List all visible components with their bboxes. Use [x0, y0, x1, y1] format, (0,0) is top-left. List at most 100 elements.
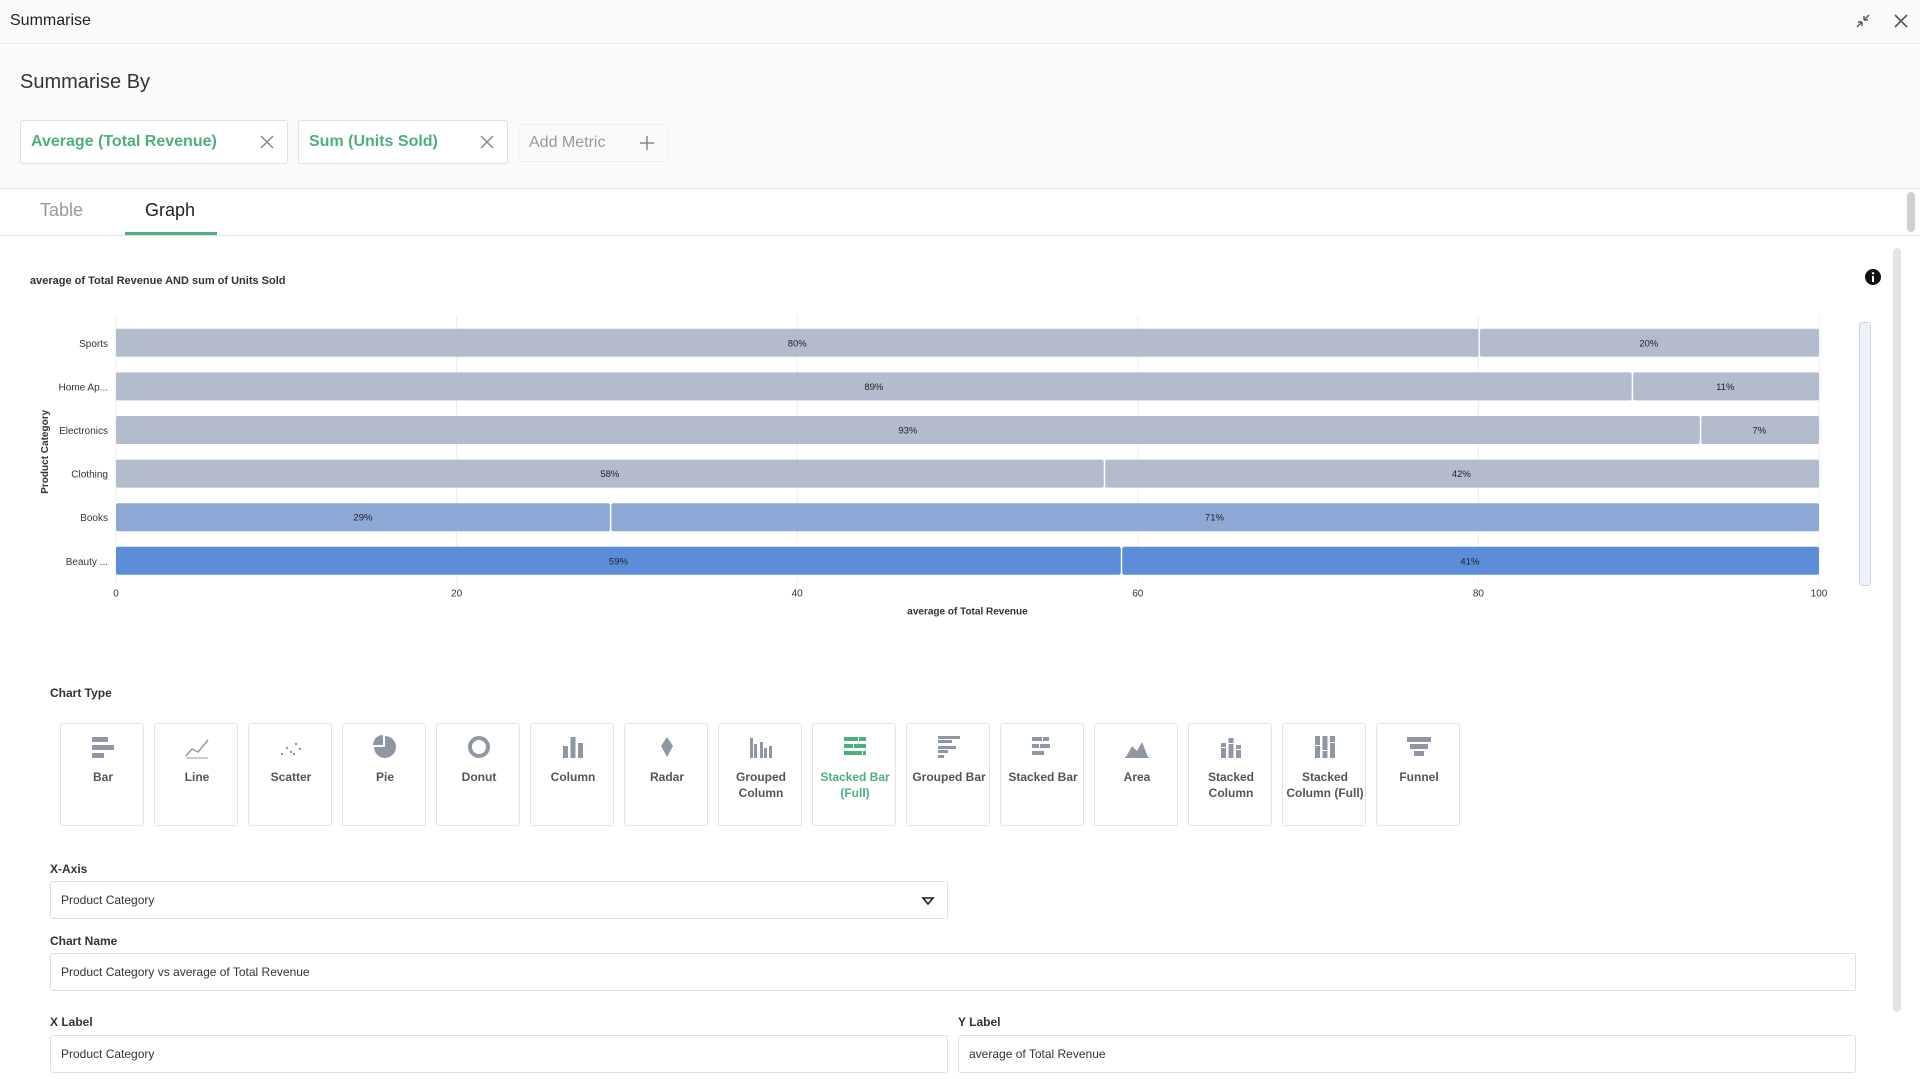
- collapse-icon[interactable]: [1852, 10, 1874, 32]
- info-icon[interactable]: [1864, 268, 1882, 286]
- chart-type-funnel[interactable]: Funnel: [1376, 723, 1460, 826]
- chart-type-radar[interactable]: Radar: [624, 723, 708, 826]
- bar-segment: [116, 459, 1104, 488]
- add-metric-label: Add Metric: [529, 134, 606, 151]
- y-tick-label: Electronics: [59, 426, 108, 437]
- content-scrollbar[interactable]: [1893, 248, 1901, 1012]
- chart-type-label: Radar: [649, 770, 684, 784]
- data-label: 42%: [1452, 469, 1472, 480]
- y-tick-label: Clothing: [71, 470, 108, 481]
- chart-type-stacked-column-full[interactable]: Stacked Column (Full): [1282, 723, 1366, 826]
- data-label: 71%: [1205, 513, 1225, 524]
- scatter-chart-icon: [278, 734, 304, 760]
- chart-type-stacked-bar-full[interactable]: Stacked Bar (Full): [812, 723, 896, 826]
- y-label-input[interactable]: average of Total Revenue: [958, 1035, 1856, 1073]
- tab-table[interactable]: Table: [40, 200, 84, 220]
- x-tick-label: 80: [1473, 589, 1485, 600]
- data-label: 20%: [1639, 338, 1659, 349]
- grouped-bar-icon: [936, 734, 962, 760]
- x-tick-label: 20: [451, 589, 463, 600]
- chart-type-label: Stacked Column (Full): [1286, 770, 1364, 800]
- chart-type-label: Stacked Bar: [1008, 770, 1078, 784]
- y-tick-label: Books: [80, 513, 108, 524]
- metric-chip-sum-units[interactable]: Sum (Units Sold): [298, 120, 508, 164]
- x-tick-label: 60: [1132, 589, 1144, 600]
- y-tick-label: Beauty ...: [66, 557, 108, 568]
- tab-graph[interactable]: Graph: [145, 200, 196, 220]
- chart-type-label: Stacked Bar (Full): [820, 770, 890, 800]
- chart-type-donut[interactable]: Donut: [436, 723, 520, 826]
- bar-segment: [611, 503, 1819, 532]
- chart-name-value: Product Category vs average of Total Rev…: [61, 965, 310, 979]
- chart-type-grouped-bar[interactable]: Grouped Bar: [906, 723, 990, 826]
- chart-type-label: Donut: [461, 770, 497, 784]
- x-label-label: X Label: [50, 1015, 93, 1029]
- stacked-bar-icon: [1030, 734, 1056, 760]
- remove-metric-icon[interactable]: [259, 134, 275, 150]
- x-tick-label: 40: [792, 589, 804, 600]
- grouped-column-icon: [748, 734, 774, 760]
- x-tick-label: 100: [1811, 589, 1828, 600]
- x-axis-select[interactable]: Product Category: [50, 881, 948, 919]
- bar-segment: [116, 328, 1479, 357]
- bar-segment: [116, 372, 1632, 401]
- bar-segment: [1122, 546, 1819, 575]
- outer-scrollbar[interactable]: [1907, 192, 1915, 232]
- chart-type-column[interactable]: Column: [530, 723, 614, 826]
- bar-segment: [1633, 372, 1819, 401]
- area-chart-icon: [1124, 734, 1150, 760]
- chart-name-input[interactable]: Product Category vs average of Total Rev…: [50, 953, 1856, 991]
- x-label-input[interactable]: Product Category: [50, 1035, 948, 1073]
- chart-type-pie[interactable]: Pie: [342, 723, 426, 826]
- bar-chart-icon: [90, 734, 116, 760]
- x-axis-title: average of Total Revenue: [907, 607, 1028, 618]
- chevron-down-icon: [921, 894, 935, 908]
- chart-type-label: Area: [1123, 770, 1151, 784]
- y-axis-title: Product Category: [40, 409, 51, 493]
- chart-type-label: Grouped Column: [736, 770, 786, 800]
- chart-type-area[interactable]: Area: [1094, 723, 1178, 826]
- bar-segment: [1479, 328, 1819, 357]
- chart-type-label: Grouped Bar: [912, 770, 986, 784]
- x-label-value: Product Category: [61, 1047, 155, 1061]
- chart-type-line[interactable]: Line: [154, 723, 238, 826]
- chart-name-label: Chart Name: [50, 934, 118, 948]
- funnel-chart-icon: [1406, 734, 1432, 760]
- data-label: 80%: [788, 338, 808, 349]
- chart-type-label: Stacked Column: [1207, 770, 1255, 800]
- bar-segment: [116, 503, 610, 532]
- metric-chip-label: Average (Total Revenue): [31, 133, 217, 150]
- chart-zoom-scrollbar[interactable]: [1859, 322, 1871, 586]
- pie-chart-icon: [372, 734, 398, 760]
- bar-segment: [116, 546, 1121, 575]
- chart-type-grouped-column[interactable]: Grouped Column: [718, 723, 802, 826]
- view-tabs: Table Graph: [0, 190, 1920, 236]
- active-tab-indicator: [125, 232, 217, 235]
- chart-type-stacked-column[interactable]: Stacked Column: [1188, 723, 1272, 826]
- chart-type-bar[interactable]: Bar: [60, 723, 144, 826]
- stacked-column-full-icon: [1312, 734, 1338, 760]
- close-icon[interactable]: [1890, 10, 1912, 32]
- data-label: 58%: [600, 469, 620, 480]
- line-chart-icon: [184, 734, 210, 760]
- stacked-column-icon: [1218, 734, 1244, 760]
- chart-type-scatter[interactable]: Scatter: [248, 723, 332, 826]
- chart-type-stacked-bar[interactable]: Stacked Bar: [1000, 723, 1084, 826]
- window-title: Summarise: [10, 12, 91, 29]
- plus-icon: [639, 135, 655, 151]
- summarise-heading: Summarise By: [20, 71, 151, 93]
- donut-chart-icon: [466, 734, 492, 760]
- radar-chart-icon: [654, 734, 680, 760]
- y-tick-label: Sports: [79, 339, 108, 350]
- add-metric-button[interactable]: Add Metric: [518, 124, 668, 162]
- remove-metric-icon[interactable]: [479, 134, 495, 150]
- x-axis-value: Product Category: [61, 893, 155, 907]
- y-tick-label: Home Ap...: [59, 382, 108, 393]
- stacked-bar-full-icon: [842, 734, 868, 760]
- chart-title: average of Total Revenue AND sum of Unit…: [30, 275, 286, 287]
- summarise-section: Summarise By Average (Total Revenue) Sum…: [0, 45, 1920, 189]
- y-label-label: Y Label: [958, 1015, 1001, 1029]
- data-label: 41%: [1460, 556, 1480, 567]
- metric-chip-average-revenue[interactable]: Average (Total Revenue): [20, 120, 288, 164]
- data-label: 89%: [864, 382, 884, 393]
